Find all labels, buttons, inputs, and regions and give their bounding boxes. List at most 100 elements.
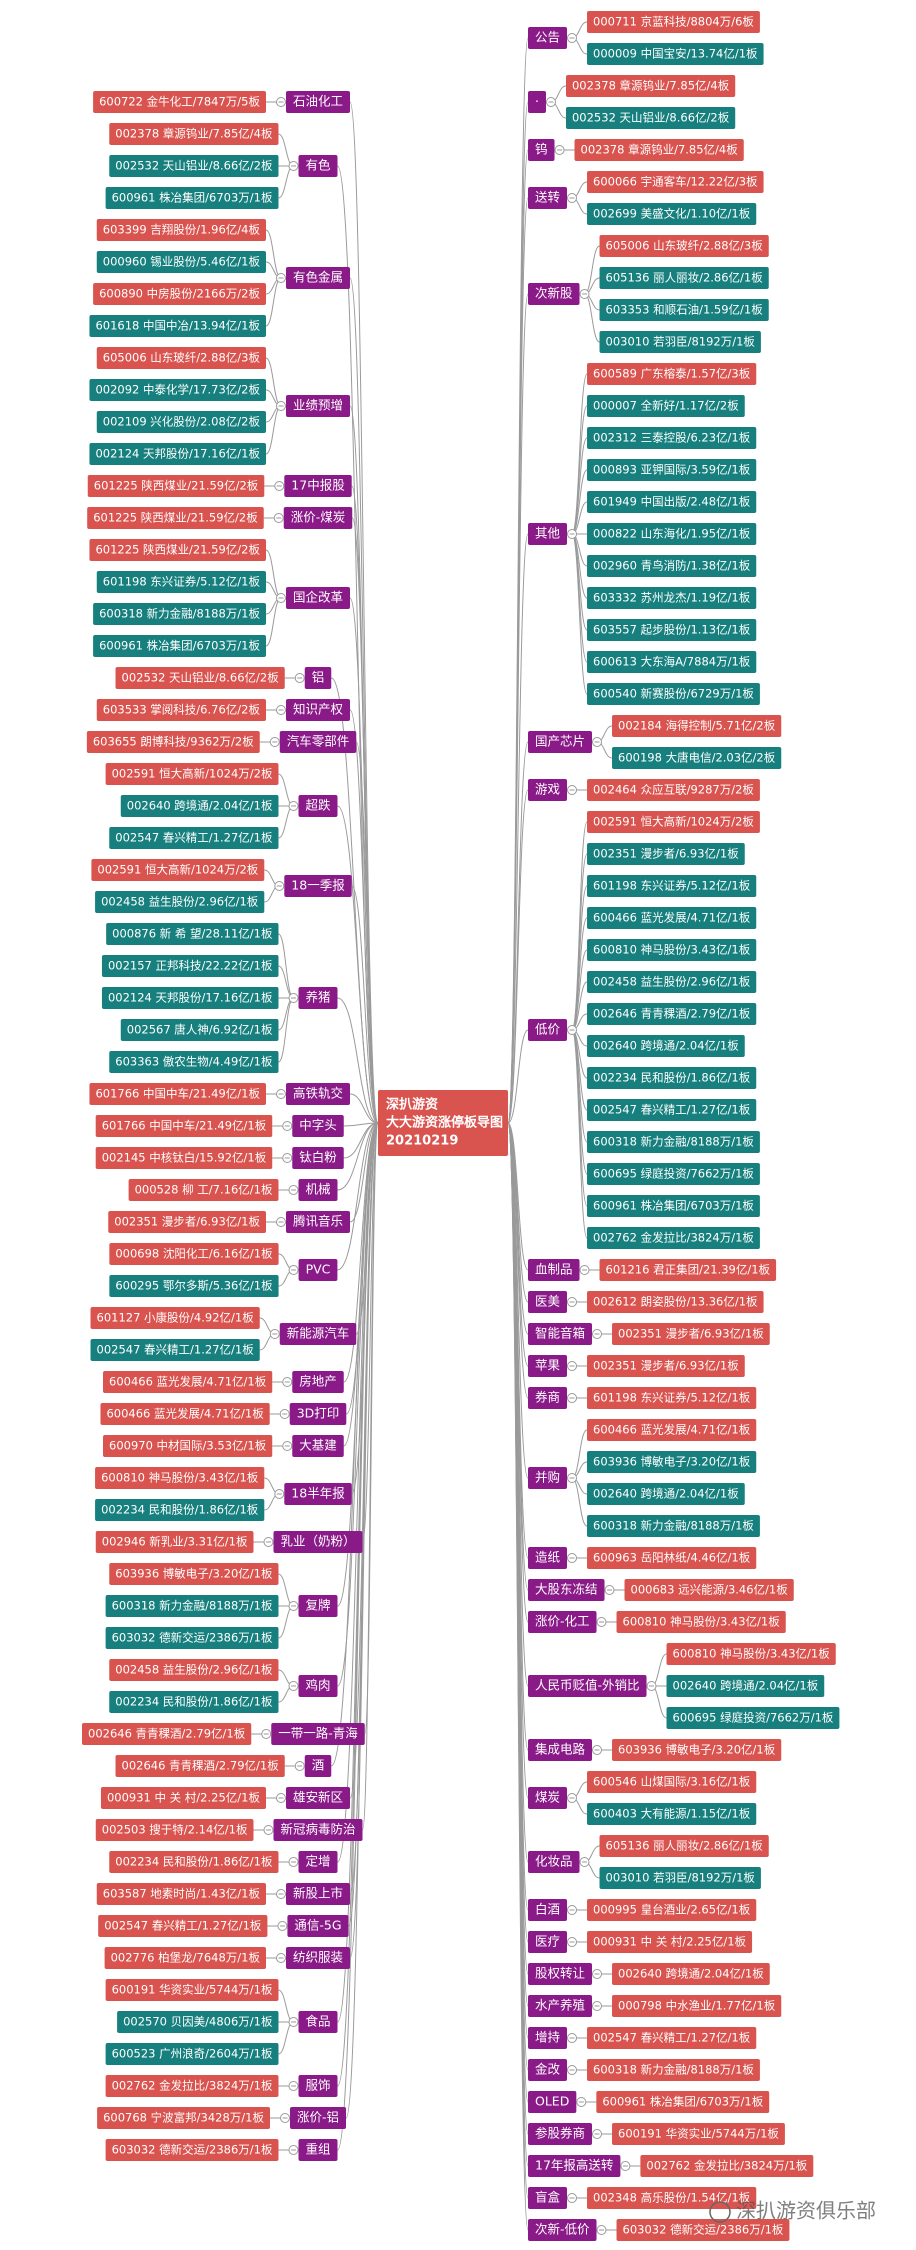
branch-box xyxy=(289,1403,347,1425)
leaf: 600466 蓝光发展/4.71亿/1板 xyxy=(103,1371,273,1393)
leaf-box xyxy=(587,1195,760,1217)
center-link xyxy=(343,1122,379,1383)
branch: 汽车零部件 xyxy=(279,731,357,753)
leaf: 603655 朗博科技/9362万/2板 xyxy=(86,731,260,753)
branch-label: 公告 xyxy=(535,30,560,45)
leaf-box xyxy=(89,1083,266,1105)
leaf-label: 002378 章源钨业/7.85亿/4板 xyxy=(572,79,730,93)
branch-label: 金改 xyxy=(535,2062,561,2077)
leaf: 603587 地素时尚/1.43亿/1板 xyxy=(96,1883,266,1905)
branch-box xyxy=(528,523,568,545)
branch-box xyxy=(528,779,568,801)
branch-box xyxy=(298,1851,338,1873)
branch-box xyxy=(284,875,352,897)
leaf-label: 603936 博敏电子/3.20亿/1板 xyxy=(618,1743,776,1757)
leaf-label: 600466 蓝光发展/4.71亿/1板 xyxy=(593,911,751,925)
branch-label: 铝 xyxy=(312,670,325,685)
leaf-box xyxy=(117,2011,279,2033)
branch-label: 人民币贬值-外销比 xyxy=(535,1678,640,1693)
center-link xyxy=(507,1029,529,1124)
leaf-box xyxy=(109,1275,279,1297)
center-link xyxy=(349,709,379,1124)
branch-label: 集成电路 xyxy=(535,1742,586,1757)
branch: 涨价-化工 xyxy=(528,1611,597,1633)
leaf-label: 002547 春兴精工/1.27亿/1板 xyxy=(593,2031,751,2045)
leaf-box xyxy=(587,427,757,449)
leaf-label: 002464 众应互联/9287万/2板 xyxy=(593,783,754,797)
branch-label: 次新股 xyxy=(535,286,573,301)
leaf-label: 600540 新赛股份/6729万/1板 xyxy=(593,687,754,701)
branch: 股权转让 xyxy=(528,1963,593,1985)
leaf-label: 002960 青鸟消防/1.38亿/1板 xyxy=(593,559,751,573)
leaf-label: 002646 青青稞酒/2.79亿/1板 xyxy=(122,1759,280,1773)
leaf: 600961 株冶集团/6703万/1板 xyxy=(596,2091,770,2113)
branch: 医美 xyxy=(528,1291,568,1313)
leaf-label: 603936 博敏电子/3.20亿/1板 xyxy=(115,1567,273,1581)
leaf: 600318 新力金融/8188万/1板 xyxy=(93,603,266,625)
leaf-label: 601766 中国中车/21.49亿/1板 xyxy=(95,1087,260,1101)
center-link xyxy=(507,1122,529,2231)
leaf-label: 000995 皇台酒业/2.65亿/1板 xyxy=(593,1903,751,1917)
branch: 重组 xyxy=(298,2139,338,2161)
branch-label: 大股东冻结 xyxy=(535,1582,598,1597)
branch: 17中报股 xyxy=(284,475,352,497)
leaf-box xyxy=(587,491,757,513)
leaf-label: 600722 金牛化工/7847万/5板 xyxy=(99,95,260,109)
branch: 增持 xyxy=(528,2027,568,2049)
leaf-box xyxy=(101,955,279,977)
branch-box xyxy=(528,1675,647,1697)
leaf: 002532 天山铝业/8.66亿/2板 xyxy=(109,155,279,177)
leaf-label: 603557 起步股份/1.13亿/1板 xyxy=(593,623,751,637)
branch-label: PVC xyxy=(306,1262,331,1277)
leaf-label: 002532 天山铝业/8.66亿/2板 xyxy=(572,111,730,125)
leaf: 603936 博敏电子/3.20亿/1板 xyxy=(109,1563,279,1585)
leaf-label: 600403 大有能源/1.15亿/1板 xyxy=(593,1807,751,1821)
leaf: 603353 和顺石油/1.59亿/1板 xyxy=(599,299,769,321)
leaf-box xyxy=(565,107,736,129)
leaf-box xyxy=(105,187,279,209)
leaf-label: 002092 中泰化学/17.73亿/2板 xyxy=(95,383,260,397)
branch: 煤炭 xyxy=(528,1787,568,1809)
branch-label: 国企改革 xyxy=(293,590,343,605)
center-link xyxy=(349,597,379,1124)
leaf-label: 603032 德新交运/2386万/1板 xyxy=(112,1631,273,1645)
branch-label: 超跌 xyxy=(305,798,331,813)
leaf: 600318 新力金融/8188万/1板 xyxy=(105,1595,279,1617)
branch: 国企改革 xyxy=(285,587,351,609)
leaf-label: 003010 若羽臣/8192万/1板 xyxy=(606,1871,756,1885)
branch-box xyxy=(528,2187,568,2209)
branch: 次新-低价 xyxy=(528,2219,597,2241)
leaf: 600961 株冶集团/6703万/1板 xyxy=(587,1195,760,1217)
leaf: 600810 神马股份/3.43亿/1板 xyxy=(587,939,757,961)
leaf-label: 605006 山东玻纤/2.88亿/3板 xyxy=(606,239,764,253)
leaf: 002612 朗姿股份/13.36亿/1板 xyxy=(587,1291,764,1313)
leaf-box xyxy=(612,2123,785,2145)
leaf-box xyxy=(93,91,266,113)
branch-label: 18半年报 xyxy=(291,1486,345,1501)
leaf-label: 600890 中房股份/2166万/2板 xyxy=(99,287,260,301)
leaf-box xyxy=(587,1035,745,1057)
branch-box xyxy=(528,1963,593,1985)
leaf-box xyxy=(587,1003,757,1025)
leaf-label: 603587 地素时尚/1.43亿/1板 xyxy=(103,1887,261,1901)
branch-label: 汽车零部件 xyxy=(287,734,350,749)
center-link xyxy=(362,1122,379,1831)
branch-box xyxy=(528,1851,580,1873)
leaf: 600613 大东海A/7884万/1板 xyxy=(587,651,757,673)
branch-label: 增持 xyxy=(535,2030,560,2045)
branch: 乳业（奶粉） xyxy=(273,1531,363,1553)
leaf-label: 002378 章源钨业/7.85亿/4板 xyxy=(581,143,739,157)
center-link xyxy=(349,1093,379,1124)
leaf: 002646 青青稞酒/2.79亿/1板 xyxy=(82,1723,252,1745)
branch-label: 有色金属 xyxy=(293,270,343,285)
branch-box xyxy=(292,1147,344,1169)
branch-label: 并购 xyxy=(535,1470,560,1485)
branch-box xyxy=(273,1819,363,1841)
leaf: 605006 山东玻纤/2.88亿/3板 xyxy=(96,347,266,369)
branch: 一带一路-青海 xyxy=(271,1723,365,1745)
leaf: 603533 掌阅科技/6.76亿/2板 xyxy=(96,699,266,721)
leaf: 600810 神马股份/3.43亿/1板 xyxy=(616,1611,786,1633)
leaf-label: 601618 中国中冶/13.94亿/1板 xyxy=(95,319,260,333)
watermark-icon xyxy=(709,2201,731,2223)
